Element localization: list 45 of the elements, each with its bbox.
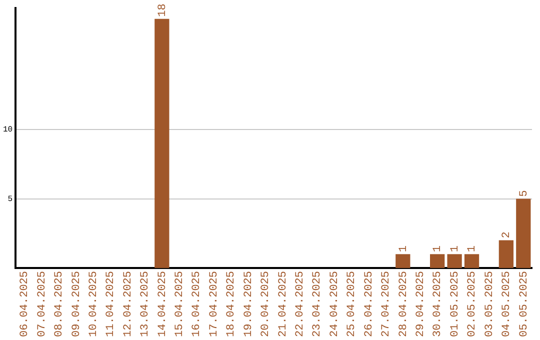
x-tick-label: 11.04.2025 bbox=[105, 270, 118, 338]
x-tick-label: 24.04.2025 bbox=[328, 270, 341, 338]
bar bbox=[464, 254, 480, 268]
x-tick-label: 05.05.2025 bbox=[518, 270, 530, 338]
data-label: 5 bbox=[518, 190, 530, 197]
x-tick-label: 20.04.2025 bbox=[260, 270, 272, 338]
x-tick-label: 02.05.2025 bbox=[466, 270, 479, 338]
x-tick-label: 25.04.2025 bbox=[346, 270, 358, 338]
x-tick-label: 22.04.2025 bbox=[294, 270, 307, 338]
x-tick-label: 18.04.2025 bbox=[226, 270, 238, 338]
data-label: 1 bbox=[432, 245, 444, 252]
x-tick-label: 07.04.2025 bbox=[36, 270, 48, 338]
data-label: 1 bbox=[398, 245, 410, 252]
x-tick-label: 09.04.2025 bbox=[70, 270, 83, 338]
x-tick-label: 01.05.2025 bbox=[449, 270, 462, 338]
x-tick-label: 14.04.2025 bbox=[156, 270, 169, 338]
x-tick-label: 29.04.2025 bbox=[415, 270, 428, 338]
x-tick-label: 12.04.2025 bbox=[122, 270, 134, 338]
x-tick-label: 04.05.2025 bbox=[501, 270, 514, 338]
x-tick-label: 26.04.2025 bbox=[363, 270, 376, 338]
x-tick-label: 10.04.2025 bbox=[88, 270, 100, 338]
bar bbox=[498, 240, 514, 268]
x-tick-label: 16.04.2025 bbox=[191, 270, 204, 338]
x-tick-label: 15.04.2025 bbox=[174, 270, 186, 338]
x-tick-label: 08.04.2025 bbox=[54, 270, 66, 338]
bar bbox=[447, 254, 462, 268]
data-label: 1 bbox=[466, 245, 479, 252]
bar bbox=[430, 254, 445, 268]
bar bbox=[154, 18, 170, 268]
x-tick-label: 21.04.2025 bbox=[277, 270, 290, 338]
y-tick-label: 10 bbox=[2, 126, 13, 135]
x-tick-label: 03.05.2025 bbox=[484, 270, 496, 338]
x-tick-label: 27.04.2025 bbox=[380, 270, 393, 338]
x-tick-label: 30.04.2025 bbox=[432, 270, 444, 338]
data-label: 1 bbox=[449, 245, 462, 252]
x-tick-label: 19.04.2025 bbox=[242, 270, 255, 338]
x-tick-label: 28.04.2025 bbox=[398, 270, 410, 338]
x-tick-label: 13.04.2025 bbox=[140, 270, 152, 338]
data-label: 18 bbox=[156, 4, 169, 17]
x-tick-label: 06.04.2025 bbox=[19, 270, 32, 338]
bar bbox=[516, 198, 531, 268]
x-tick-label: 23.04.2025 bbox=[312, 270, 324, 338]
x-tick-label: 17.04.2025 bbox=[208, 270, 220, 338]
bar bbox=[396, 254, 410, 268]
data-label: 2 bbox=[501, 232, 514, 238]
